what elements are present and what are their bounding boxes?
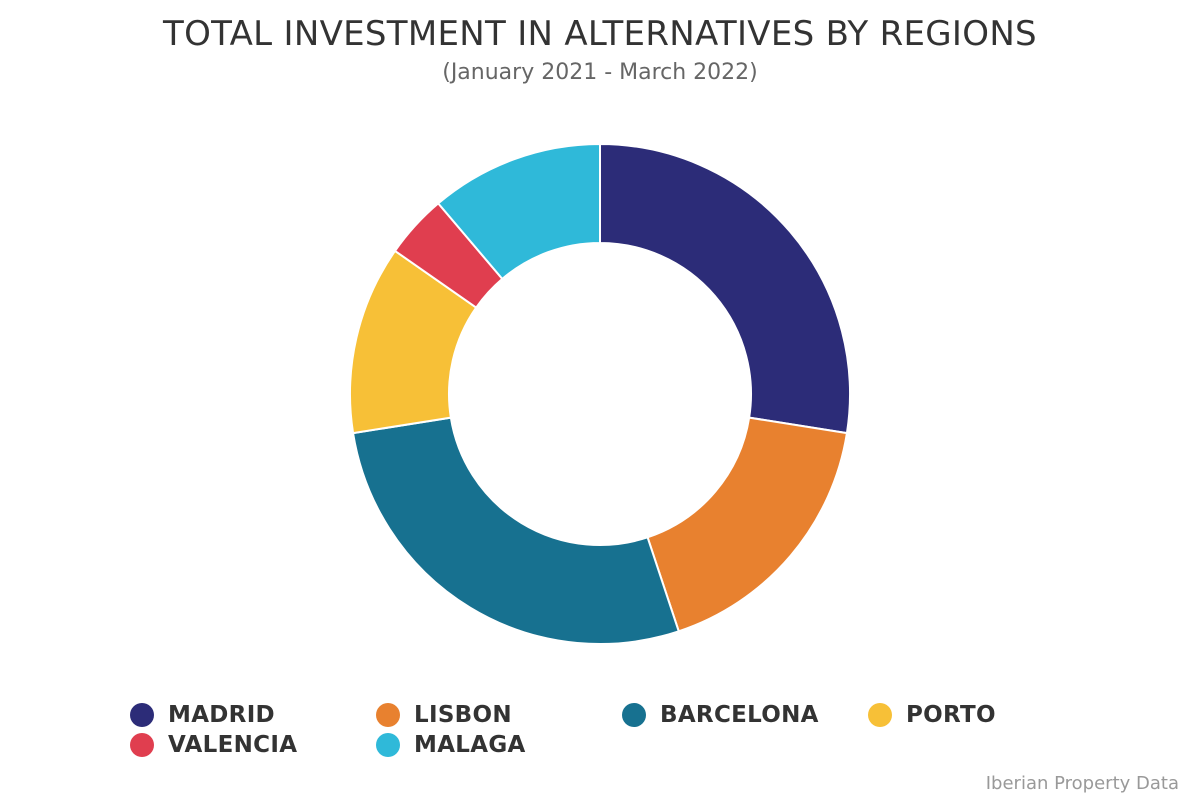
legend-dot-icon	[130, 733, 154, 757]
legend-dot-icon	[376, 703, 400, 727]
chart-title: TOTAL INVESTMENT IN ALTERNATIVES BY REGI…	[163, 14, 1037, 54]
donut-slice-malaga[interactable]	[436, 142, 601, 281]
legend-item-porto[interactable]: PORTO	[868, 700, 996, 730]
legend-item-malaga[interactable]: MALAGA	[376, 730, 526, 760]
legend-dot-icon	[868, 703, 892, 727]
legend-label: PORTO	[906, 702, 996, 728]
legend-item-valencia[interactable]: VALENCIA	[130, 730, 297, 760]
source-credit: Iberian Property Data	[985, 773, 1179, 794]
donut-slice-barcelona[interactable]	[351, 416, 681, 645]
donut-slice-madrid[interactable]	[599, 142, 851, 435]
legend-label: MALAGA	[414, 732, 526, 758]
chart-subtitle: (January 2021 - March 2022)	[442, 60, 758, 85]
legend-label: BARCELONA	[660, 702, 819, 728]
legend-dot-icon	[130, 703, 154, 727]
donut-slices	[349, 142, 851, 645]
legend-dot-icon	[622, 703, 646, 727]
legend-label: LISBON	[414, 702, 512, 728]
legend-item-madrid[interactable]: MADRID	[130, 700, 275, 730]
donut-slice-lisbon[interactable]	[646, 416, 849, 633]
legend-dot-icon	[376, 733, 400, 757]
legend-item-barcelona[interactable]: BARCELONA	[622, 700, 819, 730]
legend-label: MADRID	[168, 702, 275, 728]
legend-item-lisbon[interactable]: LISBON	[376, 700, 512, 730]
legend-label: VALENCIA	[168, 732, 298, 758]
